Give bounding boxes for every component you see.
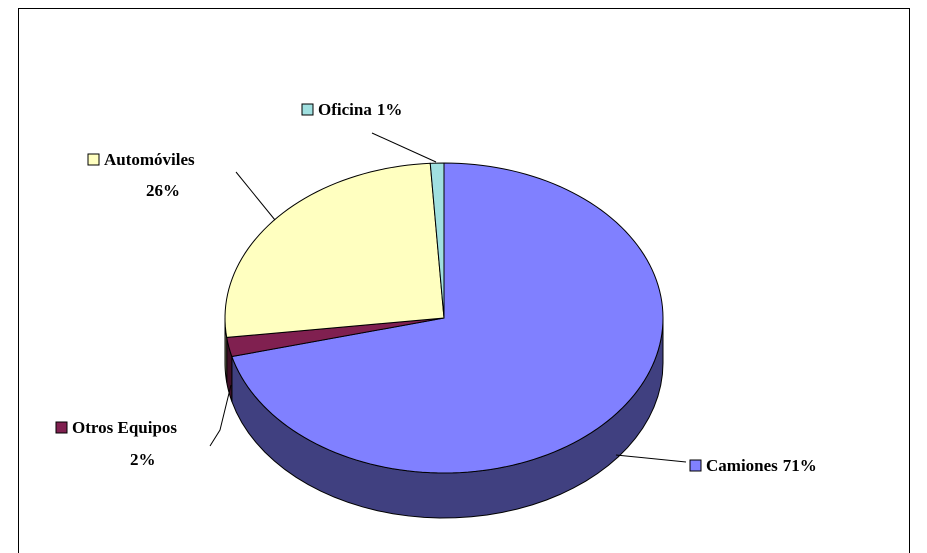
leader-line [235,171,276,221]
slice-label-value: 1% [377,100,403,119]
slice-label: Otros Equipos 2% [72,418,177,469]
slice-label: Automóviles 26% [104,150,195,200]
slice-label: Camiones 71% [706,456,817,475]
slice [429,162,445,319]
slice-label-name: Oficina [318,100,372,119]
slice [231,162,664,474]
slice-label-name: Camiones [706,456,778,475]
label-swatch [87,153,100,166]
slice [224,162,445,338]
slice-label-name: Automóviles [104,150,195,169]
slice-label-value: 2% [130,450,156,469]
leader-line [615,454,687,463]
slice-label-value: 26% [146,181,180,200]
label-swatch [55,421,68,434]
slice-label: Oficina 1% [318,100,402,119]
leader-line [209,384,232,447]
slice-label-value: 71% [783,456,817,475]
label-swatch [301,103,314,116]
label-swatch [689,459,702,472]
leader-line [371,132,437,163]
slice-label-name: Otros Equipos [72,418,177,437]
